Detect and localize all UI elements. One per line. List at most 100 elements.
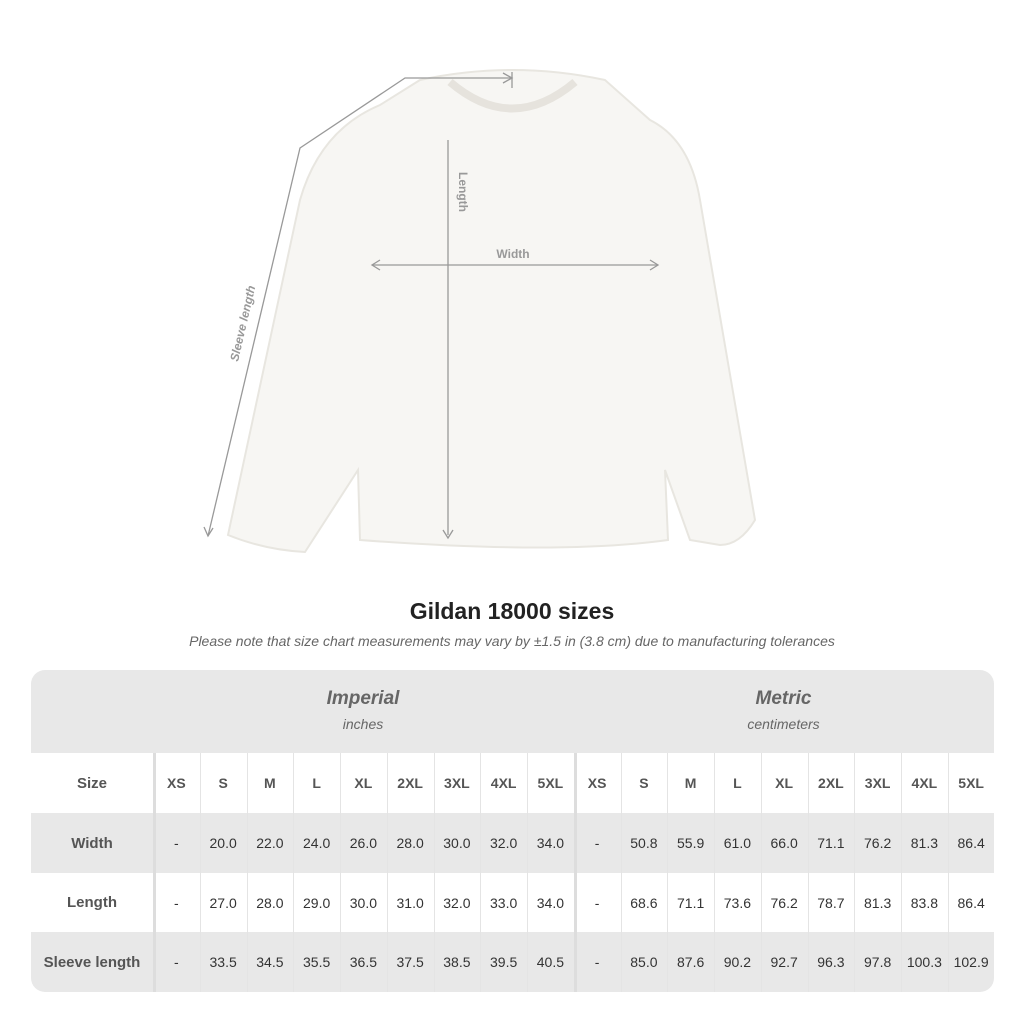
metric-value: 81.3 [864, 894, 892, 911]
size-column-header: XS [167, 775, 186, 791]
metric-value: 66.0 [770, 835, 798, 851]
column-divider [620, 753, 622, 992]
size-column-header: L [312, 775, 321, 791]
imperial-value: 34.0 [536, 835, 564, 851]
size-column-header: S [639, 775, 649, 791]
column-divider [901, 753, 902, 992]
row-label: Width [71, 834, 113, 852]
metric-label: Metric [755, 688, 812, 709]
metric-value: 100.3 [906, 954, 942, 970]
metric-value: 76.2 [864, 835, 892, 851]
column-divider [760, 753, 762, 992]
metric-value: 92.7 [770, 954, 798, 970]
imperial-value: 37.5 [396, 954, 424, 970]
metric-value: 85.0 [630, 954, 658, 970]
size-column-header: 3XL [444, 775, 470, 791]
column-divider [386, 753, 388, 992]
size-table: Imperial inches Metric centimeters Size X… [31, 670, 994, 992]
metric-value: 83.8 [910, 894, 938, 911]
imperial-value: 29.0 [303, 894, 331, 911]
imperial-value: - [174, 835, 179, 851]
size-column-header: S [218, 775, 228, 791]
imperial-value: 35.5 [303, 954, 331, 970]
metric-value: 97.8 [864, 954, 892, 970]
column-divider [714, 753, 715, 992]
metric-value: 71.1 [677, 894, 705, 911]
group-header-band [31, 670, 994, 753]
imperial-value: 38.5 [443, 954, 471, 970]
imperial-value: 33.5 [209, 954, 237, 970]
metric-value: 61.0 [723, 835, 751, 851]
metric-value: 86.4 [957, 835, 985, 851]
imperial-unit: inches [342, 716, 384, 732]
imperial-value: 26.0 [349, 835, 377, 851]
size-header: Size [76, 774, 107, 792]
imperial-value: 36.5 [349, 954, 377, 970]
imperial-value: 22.0 [256, 835, 284, 851]
metric-value: 68.6 [630, 894, 658, 911]
imperial-value: - [174, 954, 179, 970]
column-divider [667, 753, 669, 992]
size-column-header: 4XL [490, 775, 517, 791]
imperial-label: Imperial [326, 688, 400, 709]
width-label: Width [496, 247, 529, 261]
metric-value: 50.8 [630, 835, 658, 851]
metric-value: 73.6 [723, 894, 751, 911]
row-label: Sleeve length [43, 953, 141, 971]
tolerance-note: Please note that size chart measurements… [189, 633, 835, 649]
imperial-value: 34.0 [536, 894, 564, 911]
metric-group: Metric centimeters [573, 670, 994, 753]
imperial-value: 24.0 [303, 835, 331, 851]
size-column-header: 2XL [397, 775, 423, 791]
size-column-header: 5XL [537, 775, 564, 791]
column-divider [293, 753, 295, 992]
imperial-value: - [174, 894, 179, 911]
imperial-value: 31.0 [396, 894, 424, 911]
column-divider [527, 753, 528, 992]
size-column-header: XS [587, 775, 607, 791]
size-column-header: XL [354, 775, 373, 791]
size-column-header: M [684, 775, 697, 791]
row-band [31, 813, 994, 873]
metric-value: 96.3 [817, 954, 845, 970]
imperial-value: 27.0 [209, 894, 237, 911]
imperial-value: 30.0 [443, 835, 471, 851]
metric-value: 55.9 [677, 835, 705, 851]
metric-value: - [594, 835, 600, 851]
size-column-header: L [733, 775, 742, 791]
imperial-value: 32.0 [443, 894, 471, 911]
metric-unit: centimeters [747, 716, 820, 732]
imperial-value: 34.5 [256, 954, 284, 970]
row-label: Length [67, 894, 117, 911]
column-divider [246, 753, 248, 992]
row-band [31, 932, 994, 992]
size-column-header: 4XL [911, 775, 938, 791]
column-divider [153, 753, 156, 992]
column-divider [433, 753, 435, 992]
column-divider [807, 753, 809, 992]
column-divider [573, 753, 577, 992]
imperial-value: 32.0 [490, 835, 518, 851]
size-column-header: XL [775, 775, 794, 791]
sleeve-length-label: Sleeve length [227, 284, 258, 363]
metric-value: 78.7 [817, 894, 845, 911]
column-divider [947, 753, 949, 992]
chart-title: Gildan 18000 sizes [409, 598, 615, 624]
imperial-value: 33.0 [490, 894, 518, 911]
metric-value: 81.3 [910, 835, 938, 851]
column-divider [480, 753, 482, 992]
imperial-value: 28.0 [396, 835, 424, 851]
sweatshirt-image [226, 69, 757, 554]
metric-value: 86.4 [957, 894, 985, 911]
metric-value: - [594, 954, 600, 970]
metric-value: 102.9 [953, 954, 989, 970]
imperial-group: Imperial inches [153, 670, 573, 753]
metric-value: 71.1 [817, 835, 845, 851]
length-label: Length [456, 172, 470, 212]
imperial-value: 20.0 [209, 835, 237, 851]
imperial-value: 30.0 [349, 894, 377, 911]
metric-value: 87.6 [677, 954, 705, 970]
metric-value: 76.2 [770, 894, 798, 911]
imperial-value: 40.5 [536, 954, 564, 970]
imperial-value: 39.5 [490, 954, 518, 970]
